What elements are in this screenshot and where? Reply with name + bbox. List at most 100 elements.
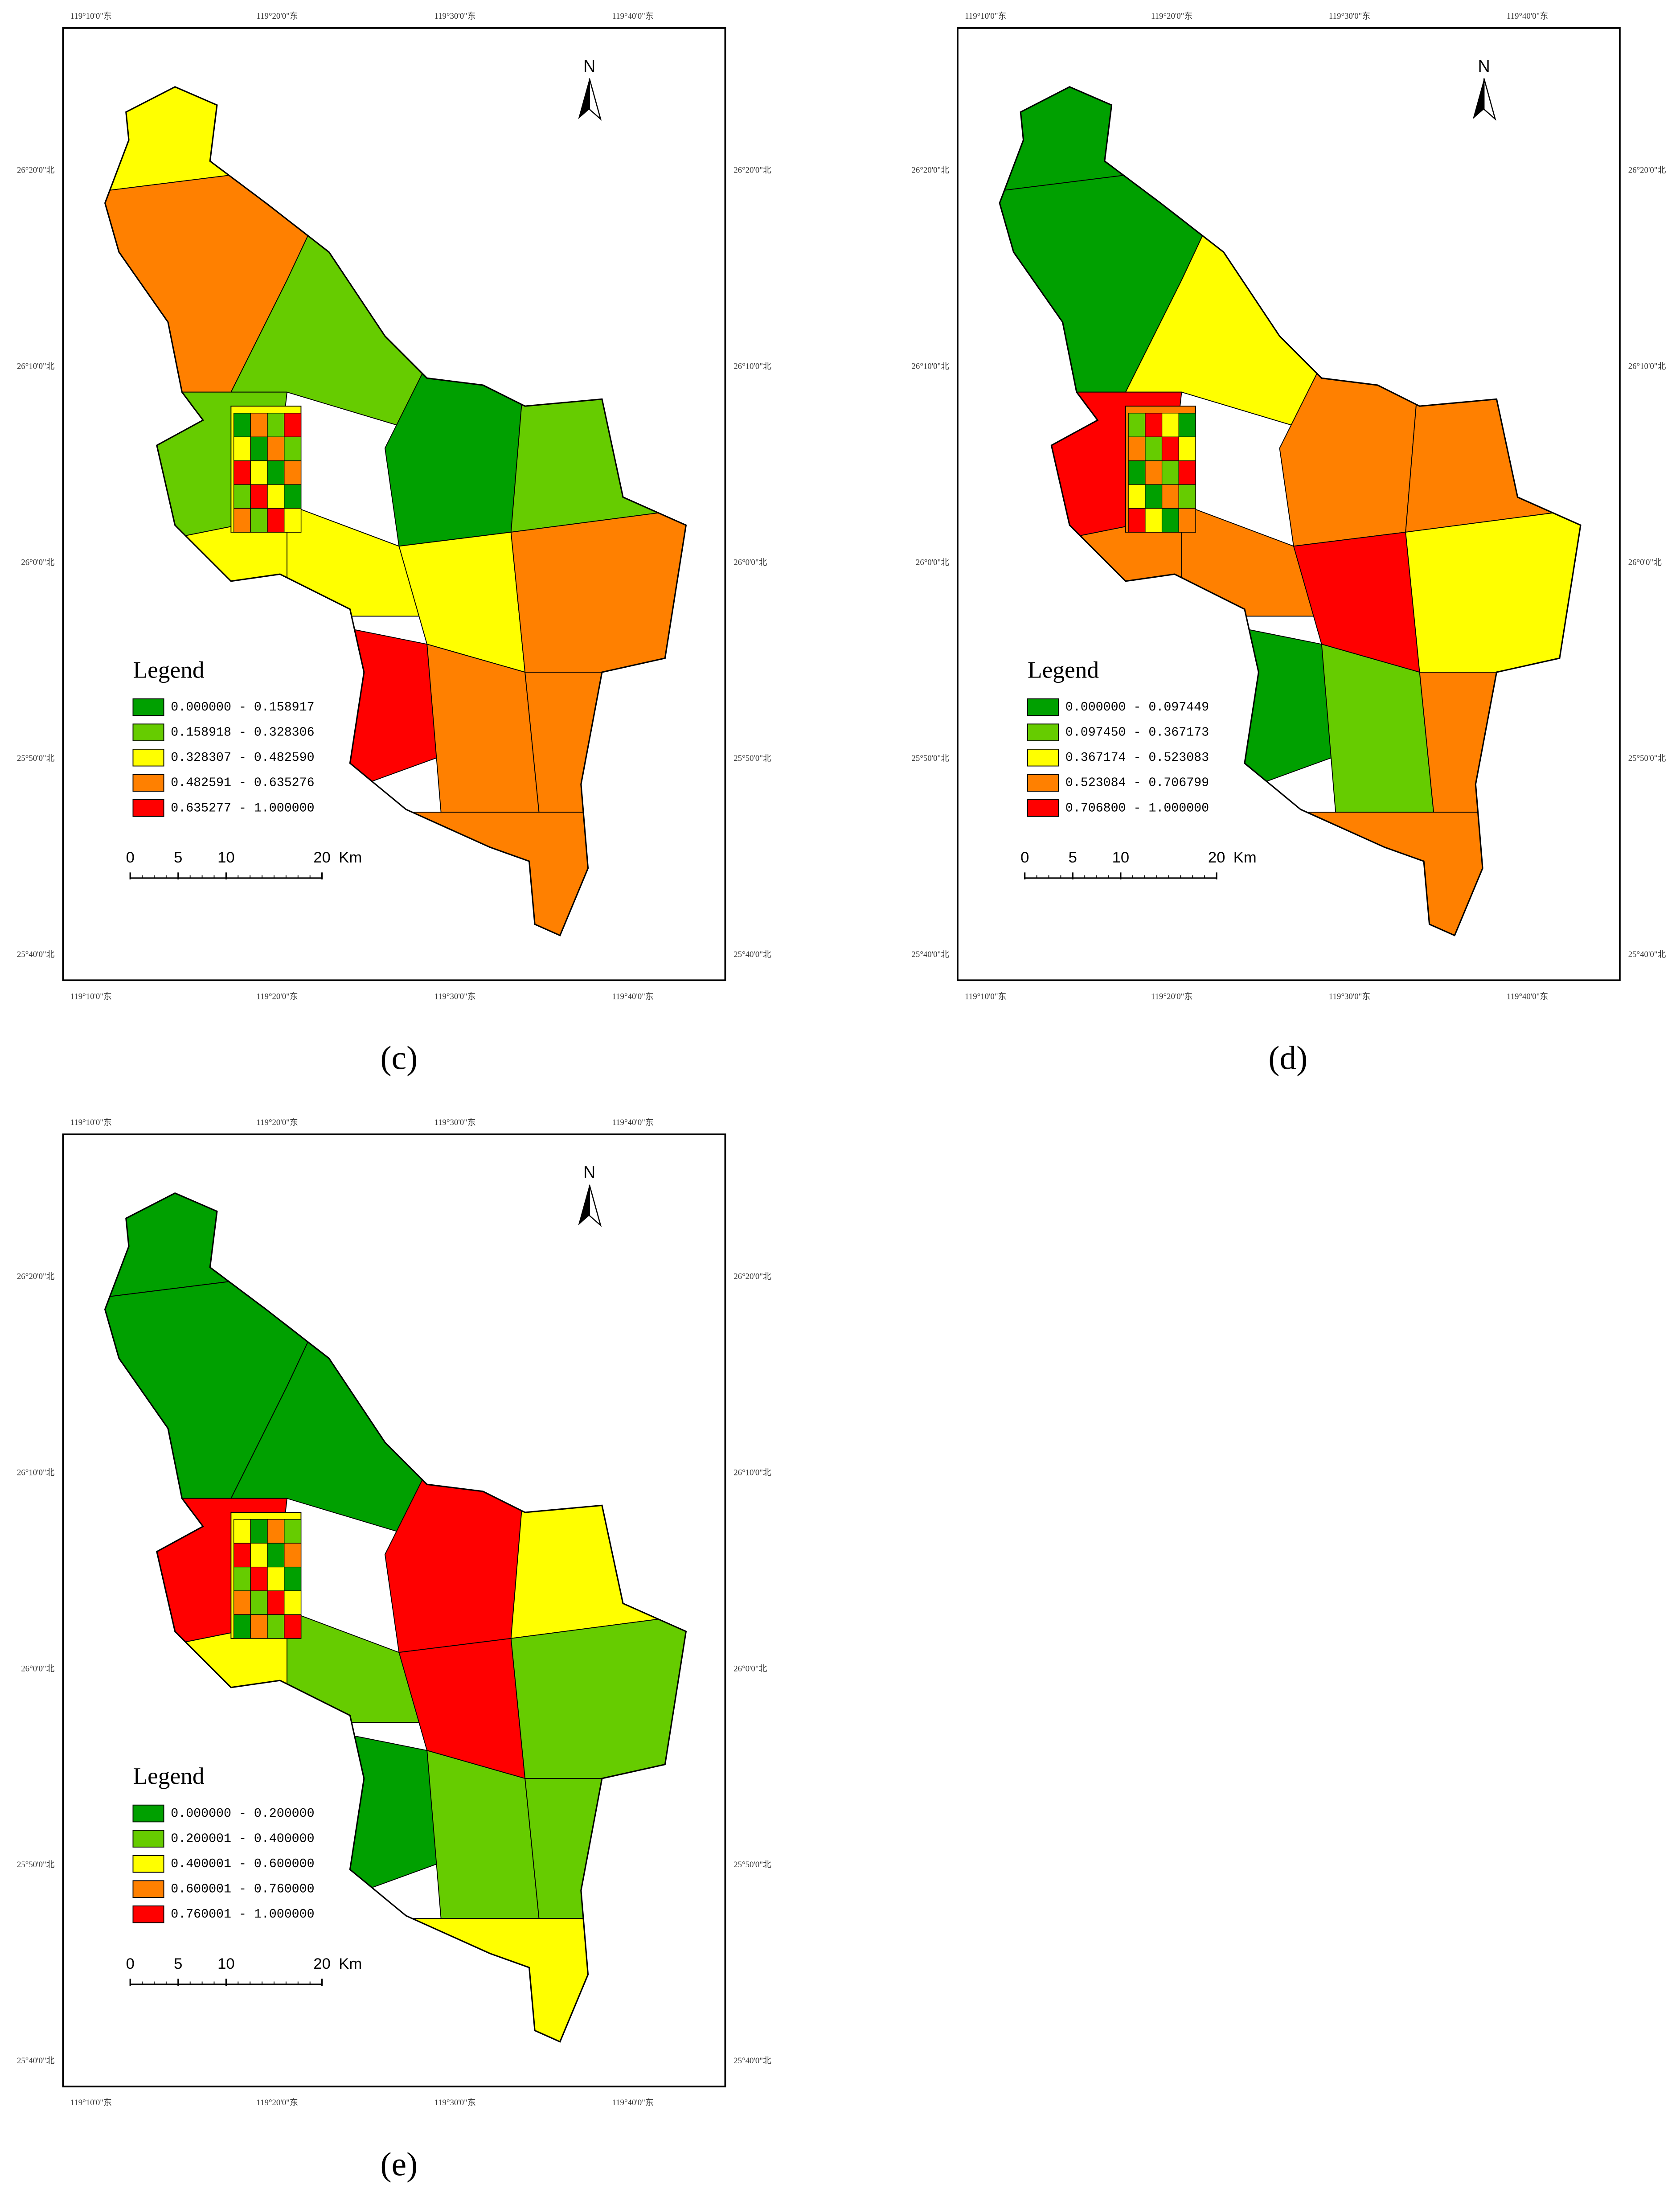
legend-label: 0.523084 - 0.706799 [1065,776,1209,790]
scale-label: 0 [126,849,135,866]
city-cell [1128,508,1146,533]
city-cell [267,1614,285,1639]
north-arrow [589,78,602,121]
lon-label: 119°10'0"东 [70,11,112,21]
lon-label: 119°30'0"东 [434,991,475,1001]
city-cell [1145,484,1163,509]
legend-label: 0.367174 - 0.523083 [1065,751,1209,765]
map-panel: 119°10'0"东 119°10'0"东 119°20'0"东 119°20'0"东… [17,1117,771,2107]
city-cell [284,1519,302,1544]
legend-swatch [132,774,164,792]
city-cell [284,508,302,533]
lon-label: 119°10'0"东 [70,991,112,1001]
city-cell [1128,484,1146,509]
lat-label: 26°0'0"北 [21,557,54,567]
legend-label: 0.158918 - 0.328306 [171,726,314,740]
lat-label: 26°20'0"北 [733,165,771,175]
legend-swatch [132,723,164,741]
scale-label: 20 [313,1955,330,1972]
city-cell [1145,508,1163,533]
city-cell [284,1566,302,1591]
scale-label: 20 [313,849,330,866]
legend-swatch [1027,799,1059,817]
lat-label: 26°20'0"北 [17,1272,55,1281]
lat-label: 25°40'0"北 [17,949,55,959]
city-cell [267,508,285,533]
map-outline [104,86,687,936]
city-cell [250,484,268,509]
lat-label: 26°0'0"北 [733,557,767,567]
lon-label: 119°40'0"东 [612,1117,653,1127]
lon-label: 119°20'0"东 [1151,991,1192,1001]
city-cell [284,1590,302,1615]
city-cell [234,1519,251,1544]
lat-label: 26°10'0"北 [911,361,949,371]
lat-label: 25°40'0"北 [733,2056,771,2066]
legend-swatch [1027,723,1059,741]
lon-label: 119°30'0"东 [434,2098,475,2107]
city-cell [267,436,285,461]
city-cell [267,1519,285,1544]
legend-swatch [132,748,164,767]
scale-label: 5 [1069,849,1077,866]
map-outline [104,1192,687,2043]
lat-label: 26°10'0"北 [1628,361,1666,371]
lon-label: 119°40'0"东 [612,991,653,1001]
lon-label: 119°40'0"东 [612,11,653,21]
scale-unit: Km [1233,849,1257,866]
legend-swatch [1027,698,1059,716]
north-label: N [583,1163,595,1182]
lat-label: 25°40'0"北 [1628,949,1666,959]
lat-label: 25°50'0"北 [1628,753,1666,763]
lat-label: 26°0'0"北 [1628,557,1662,567]
lat-label: 26°10'0"北 [17,361,55,371]
lon-label: 119°20'0"东 [256,2098,298,2107]
city-cell [234,1566,251,1591]
lon-label: 119°40'0"东 [1507,11,1548,21]
scale-label: 20 [1208,849,1225,866]
lat-label: 26°20'0"北 [911,165,949,175]
city-cell [1161,508,1179,533]
scale-label: 5 [174,849,182,866]
scale-label: 10 [217,1955,234,1972]
lon-label: 119°10'0"东 [965,11,1006,21]
scale-label: 10 [1112,849,1129,866]
city-cell [250,1543,268,1568]
lat-label: 26°20'0"北 [733,1272,771,1281]
lon-label: 119°30'0"东 [434,1117,475,1127]
city-cell [1178,508,1196,533]
city-cell [1161,436,1179,461]
city-cell [234,508,251,533]
lon-label: 119°30'0"东 [1329,11,1370,21]
north-arrow [1483,78,1496,121]
city-cell [284,1614,302,1639]
city-cell [234,484,251,509]
lat-label: 26°0'0"北 [916,557,949,567]
city-cell [1178,436,1196,461]
legend-label: 0.635277 - 1.000000 [171,801,314,815]
city-cell [1161,413,1179,437]
legend-swatch [132,1804,164,1823]
city-cell [267,1566,285,1591]
legend-swatch [1027,774,1059,792]
city-cell [250,508,268,533]
city-cell [284,413,302,437]
lat-label: 26°10'0"北 [733,361,771,371]
lon-label: 119°10'0"东 [70,1117,112,1127]
city-cell [284,436,302,461]
lon-label: 119°10'0"东 [70,2098,112,2107]
lon-label: 119°30'0"东 [1329,991,1370,1001]
legend-label: 0.482591 - 0.635276 [171,776,314,790]
legend-label: 0.328307 - 0.482590 [171,751,314,765]
legend-swatch [132,1905,164,1923]
map-panel: 119°10'0"东 119°10'0"东 119°20'0"东 119°20'0"东… [911,11,1666,1001]
map-outline [999,86,1582,936]
legend-swatch [132,1830,164,1848]
lat-label: 26°20'0"北 [17,165,55,175]
panel-label: (e) [381,2146,418,2183]
lon-label: 119°20'0"东 [256,991,298,1001]
city-cell [1161,460,1179,485]
city-cell [1128,413,1146,437]
city-cell [1145,460,1163,485]
city-cell [250,1590,268,1615]
